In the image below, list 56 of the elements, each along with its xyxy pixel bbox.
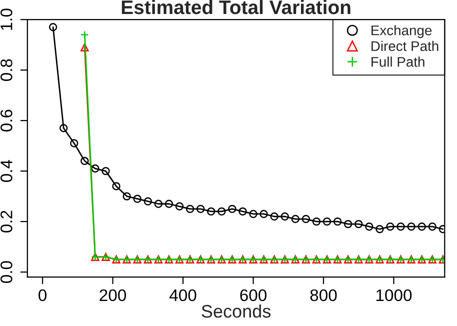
x-tick-label: 600: [240, 289, 267, 302]
point: [280, 212, 289, 221]
point: [133, 194, 142, 203]
point: [122, 192, 131, 200]
point: [144, 197, 152, 206]
legend-label: Full Path: [372, 56, 424, 67]
point: [186, 204, 194, 214]
x-tick-label: 400: [169, 289, 196, 302]
point: [196, 204, 205, 214]
x-tick-label: 1000: [376, 289, 412, 302]
x-tick-label: 0: [38, 289, 47, 302]
point: [270, 212, 278, 221]
point: [70, 139, 78, 148]
point: [249, 210, 258, 218]
point: [418, 222, 426, 231]
point: [260, 210, 268, 218]
x-tick-label: 200: [100, 289, 126, 302]
y-tick-label: 0.4: [0, 160, 12, 182]
legend-label: Direct Path: [372, 40, 438, 52]
point: [80, 43, 89, 52]
point: [291, 214, 300, 224]
point: [112, 182, 120, 190]
point: [312, 217, 321, 226]
point: [333, 217, 342, 226]
point: [238, 207, 247, 216]
point: [344, 220, 352, 228]
point: [396, 222, 405, 231]
point: [354, 220, 363, 228]
point: [365, 222, 374, 231]
y-tick-label: 0.8: [0, 59, 12, 81]
y-tick-label: 1.0: [0, 8, 12, 30]
point: [302, 214, 310, 224]
point: [376, 225, 384, 234]
chart-title: Estimated Total Variation: [122, 0, 350, 14]
point: [164, 200, 174, 208]
point: [91, 164, 100, 173]
point: [407, 222, 416, 231]
y-tick-label: 0.0: [0, 261, 12, 283]
point: [102, 166, 110, 176]
point: [80, 30, 89, 39]
point: [80, 156, 89, 166]
y-tick-label: 0.6: [0, 110, 12, 132]
x-axis-title: Seconds: [202, 304, 271, 318]
point: [386, 222, 394, 231]
point: [322, 217, 332, 226]
point: [218, 207, 226, 216]
x-tick-label: 800: [310, 289, 337, 302]
point: [428, 222, 436, 231]
point: [228, 204, 236, 214]
point: [154, 200, 163, 208]
point: [207, 207, 216, 216]
point: [60, 124, 68, 132]
point: [48, 23, 58, 32]
y-tick-label: 0.2: [0, 210, 12, 232]
legend-label: Exchange: [372, 25, 432, 38]
point: [175, 202, 184, 210]
